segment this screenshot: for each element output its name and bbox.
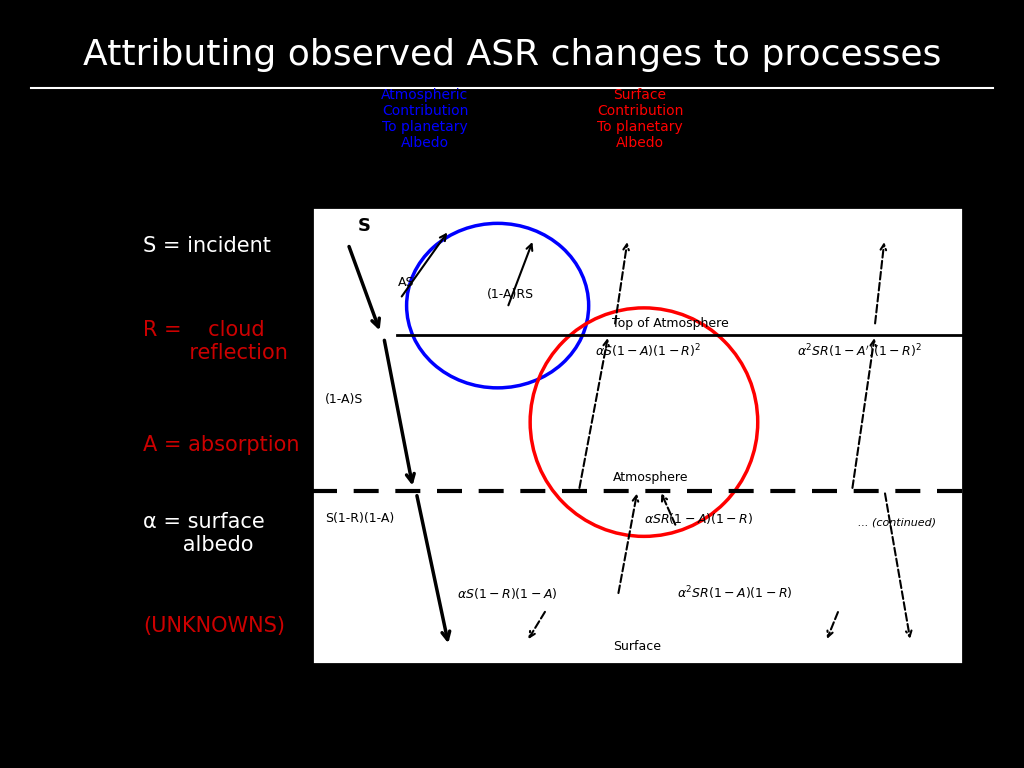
Text: Atmosphere: Atmosphere: [612, 471, 688, 484]
Text: Atmospheric
Contribution
To planetary
Albedo: Atmospheric Contribution To planetary Al…: [381, 88, 469, 151]
Text: (UNKNOWNS): (UNKNOWNS): [143, 616, 286, 636]
Text: $\alpha S(1-A)(1-R)^2$: $\alpha S(1-A)(1-R)^2$: [595, 343, 701, 360]
Text: A = absorption: A = absorption: [143, 435, 300, 455]
Text: $\alpha^2 SR(1-A)(1-R)$: $\alpha^2 SR(1-A)(1-R)$: [677, 584, 793, 602]
Text: Top of Atmosphere: Top of Atmosphere: [611, 317, 728, 329]
Text: $\alpha S(1-R)(1-A)$: $\alpha S(1-R)(1-A)$: [457, 586, 558, 601]
Text: (1-A)RS: (1-A)RS: [487, 288, 535, 301]
Text: Attributing observed ASR changes to processes: Attributing observed ASR changes to proc…: [83, 38, 941, 72]
Text: AS: AS: [398, 276, 415, 290]
Text: Surface: Surface: [613, 640, 662, 653]
Text: S: S: [357, 217, 371, 235]
Text: $\alpha^2SR(1-A')(1-R)^2$: $\alpha^2SR(1-A')(1-R)^2$: [797, 343, 922, 360]
Text: (1-A)S: (1-A)S: [326, 392, 364, 406]
Text: Surface
Contribution
To planetary
Albedo: Surface Contribution To planetary Albedo: [597, 88, 683, 151]
Text: $\alpha SR(1-A)(1-R)$: $\alpha SR(1-A)(1-R)$: [644, 511, 753, 525]
Text: α = surface
      albedo: α = surface albedo: [143, 512, 265, 555]
Text: S = incident: S = incident: [143, 236, 271, 256]
Text: ... (continued): ... (continued): [858, 518, 937, 528]
Text: S(1-R)(1-A): S(1-R)(1-A): [326, 511, 394, 525]
Text: R =    cloud
       reflection: R = cloud reflection: [143, 320, 288, 363]
